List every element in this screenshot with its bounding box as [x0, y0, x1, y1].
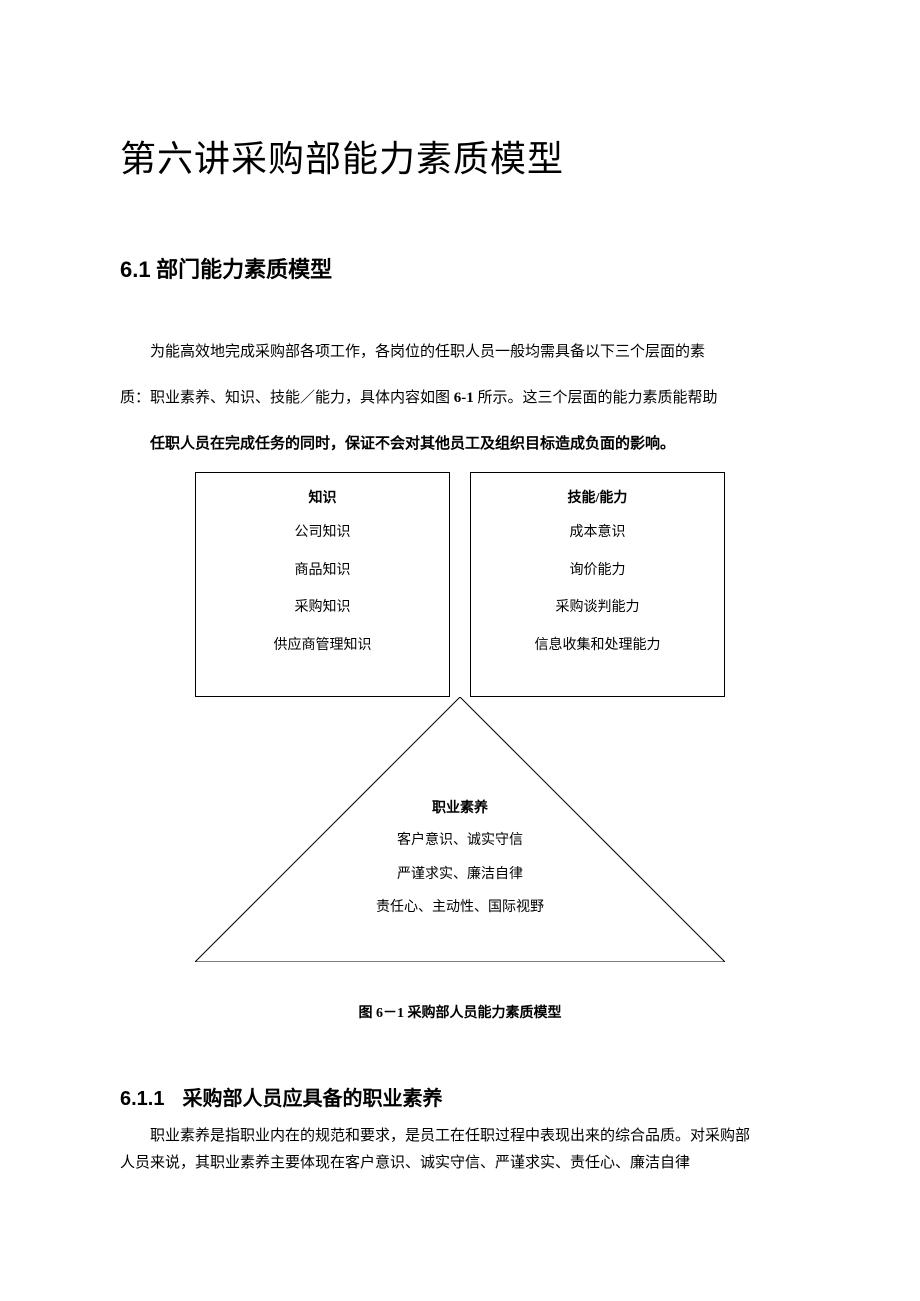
diagram-box-item: 商品知识	[196, 561, 449, 581]
diagram-triangle-title: 职业素养	[195, 797, 725, 817]
diagram-box-item: 供应商管理知识	[196, 636, 449, 656]
subsection-label: 采购部人员应具备的职业素养	[182, 1088, 442, 1110]
diagram-box-item: 采购谈判能力	[471, 598, 724, 618]
diagram-box-knowledge: 知识 公司知识 商品知识 采购知识 供应商管理知识	[195, 472, 450, 697]
diagram-triangle-item: 严谨求实、廉洁自律	[195, 865, 725, 885]
document-page: 第六讲采购部能力素质模型 6.1 部门能力素质模型 为能高效地完成采购部各项工作…	[0, 0, 920, 1301]
text-run: 所示。这三个层面的能力素质能帮助	[474, 390, 718, 406]
page-title: 第六讲采购部能力素质模型	[120, 130, 800, 182]
diagram-box-item: 采购知识	[196, 598, 449, 618]
diagram-box-item: 公司知识	[196, 523, 449, 543]
section-number: 6.1	[120, 257, 151, 282]
section-heading: 6.1 部门能力素质模型	[120, 252, 800, 284]
subsection-number: 6.1.1	[120, 1088, 164, 1110]
paragraph-line: 人员来说，其职业素养主要体现在客户意识、诚实守信、严谨求实、责任心、廉洁自律	[120, 1150, 800, 1177]
diagram-triangle-content: 职业素养 客户意识、诚实守信 严谨求实、廉洁自律 责任心、主动性、国际视野	[195, 797, 725, 932]
paragraph-line-bold: 任职人员在完成任务的同时，保证不会对其他员工及组织目标造成负面的影响。	[120, 426, 800, 462]
diagram-triangle-item: 责任心、主动性、国际视野	[195, 898, 725, 918]
figure-ref: 6-1	[454, 390, 474, 406]
diagram-box-title: 技能/能力	[471, 487, 724, 507]
paragraph-line: 质：职业素养、知识、技能／能力，具体内容如图 6-1 所示。这三个层面的能力素质…	[120, 380, 800, 416]
diagram-box-skills: 技能/能力 成本意识 询价能力 采购谈判能力 信息收集和处理能力	[470, 472, 725, 697]
diagram-box-item: 成本意识	[471, 523, 724, 543]
paragraph-line: 为能高效地完成采购部各项工作，各岗位的任职人员一般均需具备以下三个层面的素	[120, 334, 800, 370]
diagram-triangle-wrap: 职业素养 客户意识、诚实守信 严谨求实、廉洁自律 责任心、主动性、国际视野	[195, 697, 725, 962]
figure-wrapper: 知识 公司知识 商品知识 采购知识 供应商管理知识 技能/能力 成本意识 询价能…	[195, 472, 725, 1022]
diagram-box-title: 知识	[196, 487, 449, 507]
text-run: 质：职业素养、知识、技能／能力，具体内容如图	[120, 390, 454, 406]
diagram-box-item: 信息收集和处理能力	[471, 636, 724, 656]
paragraph-line: 职业素养是指职业内在的规范和要求，是员工在任职过程中表现出来的综合品质。对采购部	[120, 1123, 800, 1150]
diagram-box-item: 询价能力	[471, 561, 724, 581]
section-label: 部门能力素质模型	[156, 257, 332, 282]
figure-caption: 图 6－1 采购部人员能力素质模型	[195, 1002, 725, 1022]
diagram-triangle-item: 客户意识、诚实守信	[195, 831, 725, 851]
subsection-heading: 6.1.1 采购部人员应具备的职业素养	[120, 1082, 800, 1111]
competency-diagram: 知识 公司知识 商品知识 采购知识 供应商管理知识 技能/能力 成本意识 询价能…	[195, 472, 725, 962]
